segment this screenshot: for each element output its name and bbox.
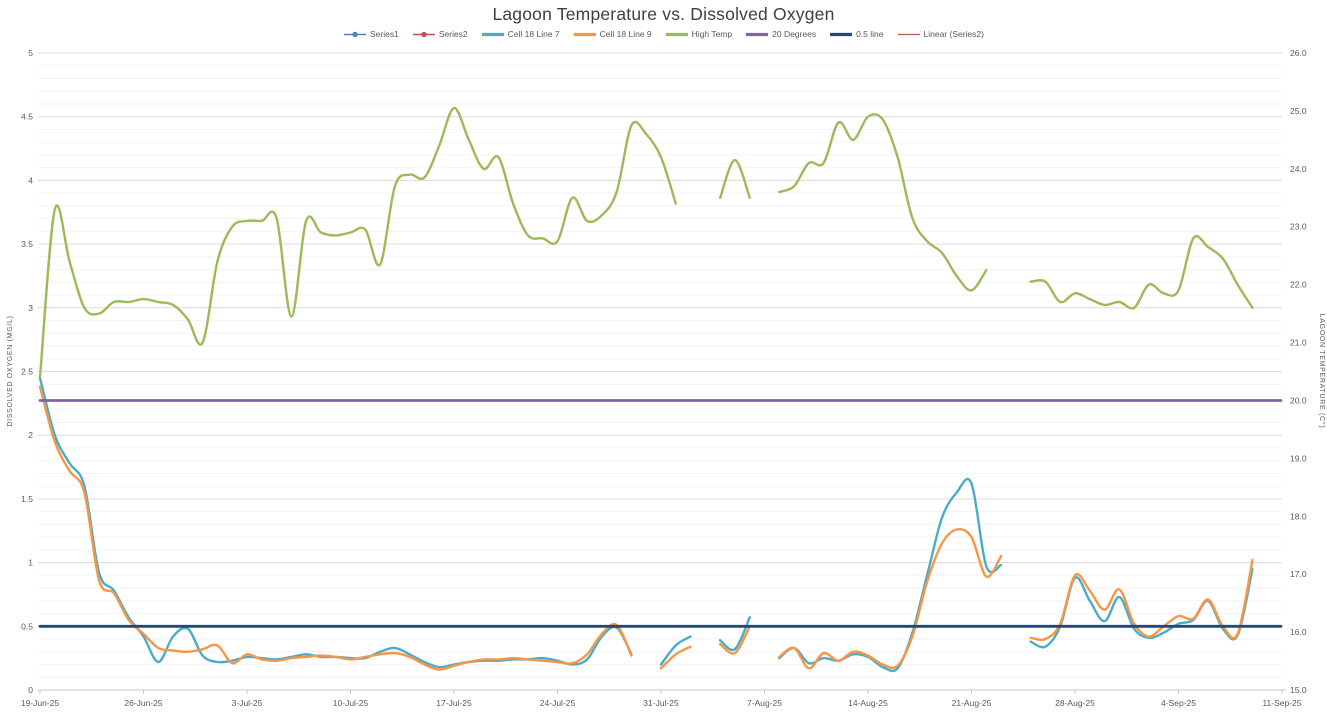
legend-item-cell-18-line-7: Cell 18 Line 7: [481, 29, 560, 39]
right-axis-tick-label: 25.0: [1290, 106, 1307, 116]
legend-swatch-marker: [352, 31, 358, 37]
series-line-high-temp: [778, 113, 988, 292]
legend-item-0-5-line: 0.5 line: [829, 29, 884, 39]
left-axis-tick-label: 1: [28, 558, 33, 568]
gridlines: [38, 52, 1286, 691]
left-axis-tick-label: 1.5: [21, 494, 33, 504]
right-axis-tick-label: 20.0: [1290, 396, 1307, 406]
right-axis-tick-label: 21.0: [1290, 338, 1307, 348]
right-axis-tick-label: 15.0: [1290, 685, 1307, 695]
series-line-cell-18-line-9: [1029, 558, 1254, 642]
right-axis-tick-label: 23.0: [1290, 222, 1307, 232]
legend-item-series1: Series1: [343, 29, 399, 39]
x-axis-tick-label: 7-Aug-25: [747, 698, 782, 708]
left-axis-tick-label: 2.5: [21, 367, 33, 377]
series-line-high-temp: [38, 106, 677, 379]
axis-labels: 0 0.5 1 1.5 2 2.5 3 3.5 4 4.5 5 15.0 16.0 17.0 18.0 19.…: [21, 48, 1307, 708]
legend-swatch-series2: [412, 31, 435, 37]
legend-swatch-cell-18-line-7: [481, 32, 504, 36]
series-lines: [38, 106, 1283, 673]
legend-item-series2: Series2: [412, 29, 468, 39]
series-line-cell-18-line-7: [659, 635, 692, 666]
right-axis-tick-label: 17.0: [1290, 569, 1307, 579]
series-line-cell-18-line-9: [38, 385, 633, 671]
series-line-cell-18-line-9: [718, 625, 751, 655]
series-line-cell-18-line-7: [38, 376, 633, 669]
legend-swatch-marker: [421, 31, 427, 37]
series-line-cell-18-line-9: [659, 645, 692, 670]
left-axis-tick-label: 3.5: [21, 239, 33, 249]
series-line-high-temp: [1029, 234, 1254, 310]
legend-label: Series2: [438, 29, 468, 39]
left-axis-title: DISSOLVED OXYGEN (MG/L): [7, 315, 14, 426]
legend-label: 0.5 line: [856, 29, 884, 39]
legend-swatch-series1: [344, 31, 367, 37]
x-axis-tick-label: 10-Jul-25: [333, 698, 369, 708]
left-axis-tick-label: 4: [28, 175, 33, 185]
legend-swatch-linear-series2: [897, 33, 920, 35]
right-axis-title: LAGOON TEMPERATURE (C°): [1318, 314, 1326, 429]
legend-label: Cell 18 Line 7: [507, 29, 560, 39]
legend-swatch-20-degrees: [746, 32, 769, 36]
right-axis-tick-label: 18.0: [1290, 511, 1307, 521]
legend-label: 20 Degrees: [772, 29, 817, 39]
legend-label: Series1: [370, 29, 399, 39]
legend-item-cell-18-line-9: Cell 18 Line 9: [573, 29, 652, 39]
legend-swatch-high-temp: [665, 32, 688, 36]
legend-swatch-0-5-line: [830, 32, 853, 36]
left-axis-tick-label: 2: [28, 430, 33, 440]
x-axis-tick-label: 31-Jul-25: [643, 698, 679, 708]
x-axis-tick-label: 19-Jun-25: [21, 698, 60, 708]
x-axis-tick-label: 21-Aug-25: [952, 698, 992, 708]
left-axis-tick-label: 5: [28, 48, 33, 58]
x-axis-tick-label: 24-Jul-25: [540, 698, 576, 708]
x-axis-tick-label: 26-Jun-25: [124, 698, 163, 708]
x-axis-tick-label: 14-Aug-25: [848, 698, 888, 708]
series-line-cell-18-line-9: [778, 527, 1003, 670]
left-axis-tick-label: 0.5: [21, 621, 33, 631]
legend-item-high-temp: High Temp: [665, 29, 732, 39]
x-axis-tick-label: 3-Jul-25: [232, 698, 263, 708]
left-axis-tick-label: 0: [28, 685, 33, 695]
left-axis-tick-label: 3: [28, 303, 33, 313]
legend-label: High Temp: [691, 29, 733, 39]
left-axis-tick-label: 4.5: [21, 112, 33, 122]
x-axis-tick-label: 4-Sep-25: [1161, 698, 1196, 708]
legend-label: Linear (Series2): [923, 29, 984, 39]
legend-swatch-cell-18-line-9: [573, 32, 596, 36]
legend-label: Cell 18 Line 9: [599, 29, 652, 39]
chart-legend: Series1 Series2 Cell 18 Line 7 Cell 18 Line…: [0, 29, 1327, 39]
right-axis-tick-label: 19.0: [1290, 453, 1307, 463]
x-axis-tick-label: 17-Jul-25: [436, 698, 472, 708]
series-line-high-temp: [718, 158, 751, 199]
chart-title: Lagoon Temperature vs. Dissolved Oxygen: [492, 4, 835, 24]
right-axis-tick-label: 16.0: [1290, 627, 1307, 637]
right-axis-tick-label: 22.0: [1290, 280, 1307, 290]
legend-item-20-degrees: 20 Degrees: [745, 29, 816, 39]
legend-item-linear-series2: Linear (Series2): [897, 29, 984, 39]
right-axis-tick-label: 26.0: [1290, 48, 1307, 58]
right-axis-tick-label: 24.0: [1290, 164, 1307, 174]
x-axis-tick-label: 11-Sep-25: [1262, 698, 1301, 708]
x-axis-tick-label: 28-Aug-25: [1055, 698, 1095, 708]
